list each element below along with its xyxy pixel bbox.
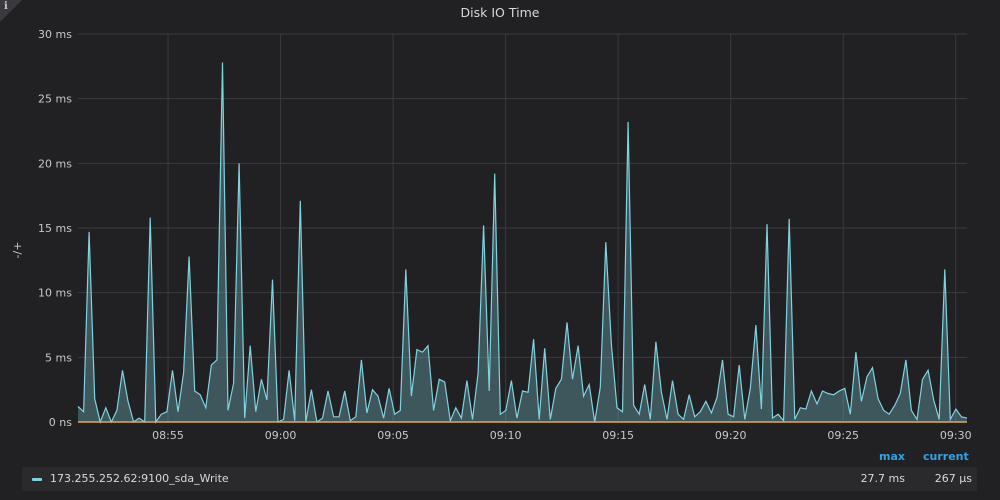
legend-max-value: 27.7 ms (860, 472, 905, 485)
y-tick-label: 10 ms (38, 287, 72, 300)
info-icon[interactable]: i (4, 1, 8, 12)
x-tick-label: 09:30 (940, 429, 972, 442)
legend-header-max[interactable]: max (879, 450, 905, 463)
x-tick-label: 09:10 (490, 429, 522, 442)
legend-series-swatch-icon[interactable] (32, 478, 42, 481)
y-tick-label: 25 ms (38, 93, 72, 106)
y-tick-label: 0 ns (49, 416, 72, 429)
panel-title[interactable]: Disk IO Time (460, 5, 540, 20)
series-area (78, 62, 967, 422)
y-tick-label: 15 ms (38, 222, 72, 235)
series-line (77, 62, 968, 425)
x-tick-label: 09:15 (602, 429, 634, 442)
legend-current-value: 267 µs (934, 472, 972, 485)
legend-series-name[interactable]: 173.255.252.62:9100_sda_Write (50, 472, 229, 485)
x-tick-label: 09:20 (715, 429, 747, 442)
x-tick-label: 09:00 (265, 429, 297, 442)
y-tick-label: 30 ms (38, 28, 72, 41)
legend-header-current[interactable]: current (923, 450, 969, 463)
y-axis-ticks: 0 ns 5 ms 10 ms 15 ms 20 ms 25 ms 30 ms (38, 28, 72, 429)
y-tick-label: 5 ms (45, 351, 72, 364)
x-axis-ticks: 08:55 09:00 09:05 09:10 09:15 09:20 09:25 09:30 (152, 429, 971, 442)
legend-row[interactable]: 173.255.252.62:9100_sda_Write 27.7 ms 26… (22, 467, 977, 491)
chart-grid (78, 33, 967, 423)
x-tick-label: 09:05 (377, 429, 409, 442)
panel-info-corner[interactable] (0, 0, 22, 22)
y-axis-label: -/+ (11, 242, 24, 259)
y-tick-label: 20 ms (38, 157, 72, 170)
x-tick-label: 09:25 (827, 429, 859, 442)
x-tick-label: 08:55 (152, 429, 184, 442)
